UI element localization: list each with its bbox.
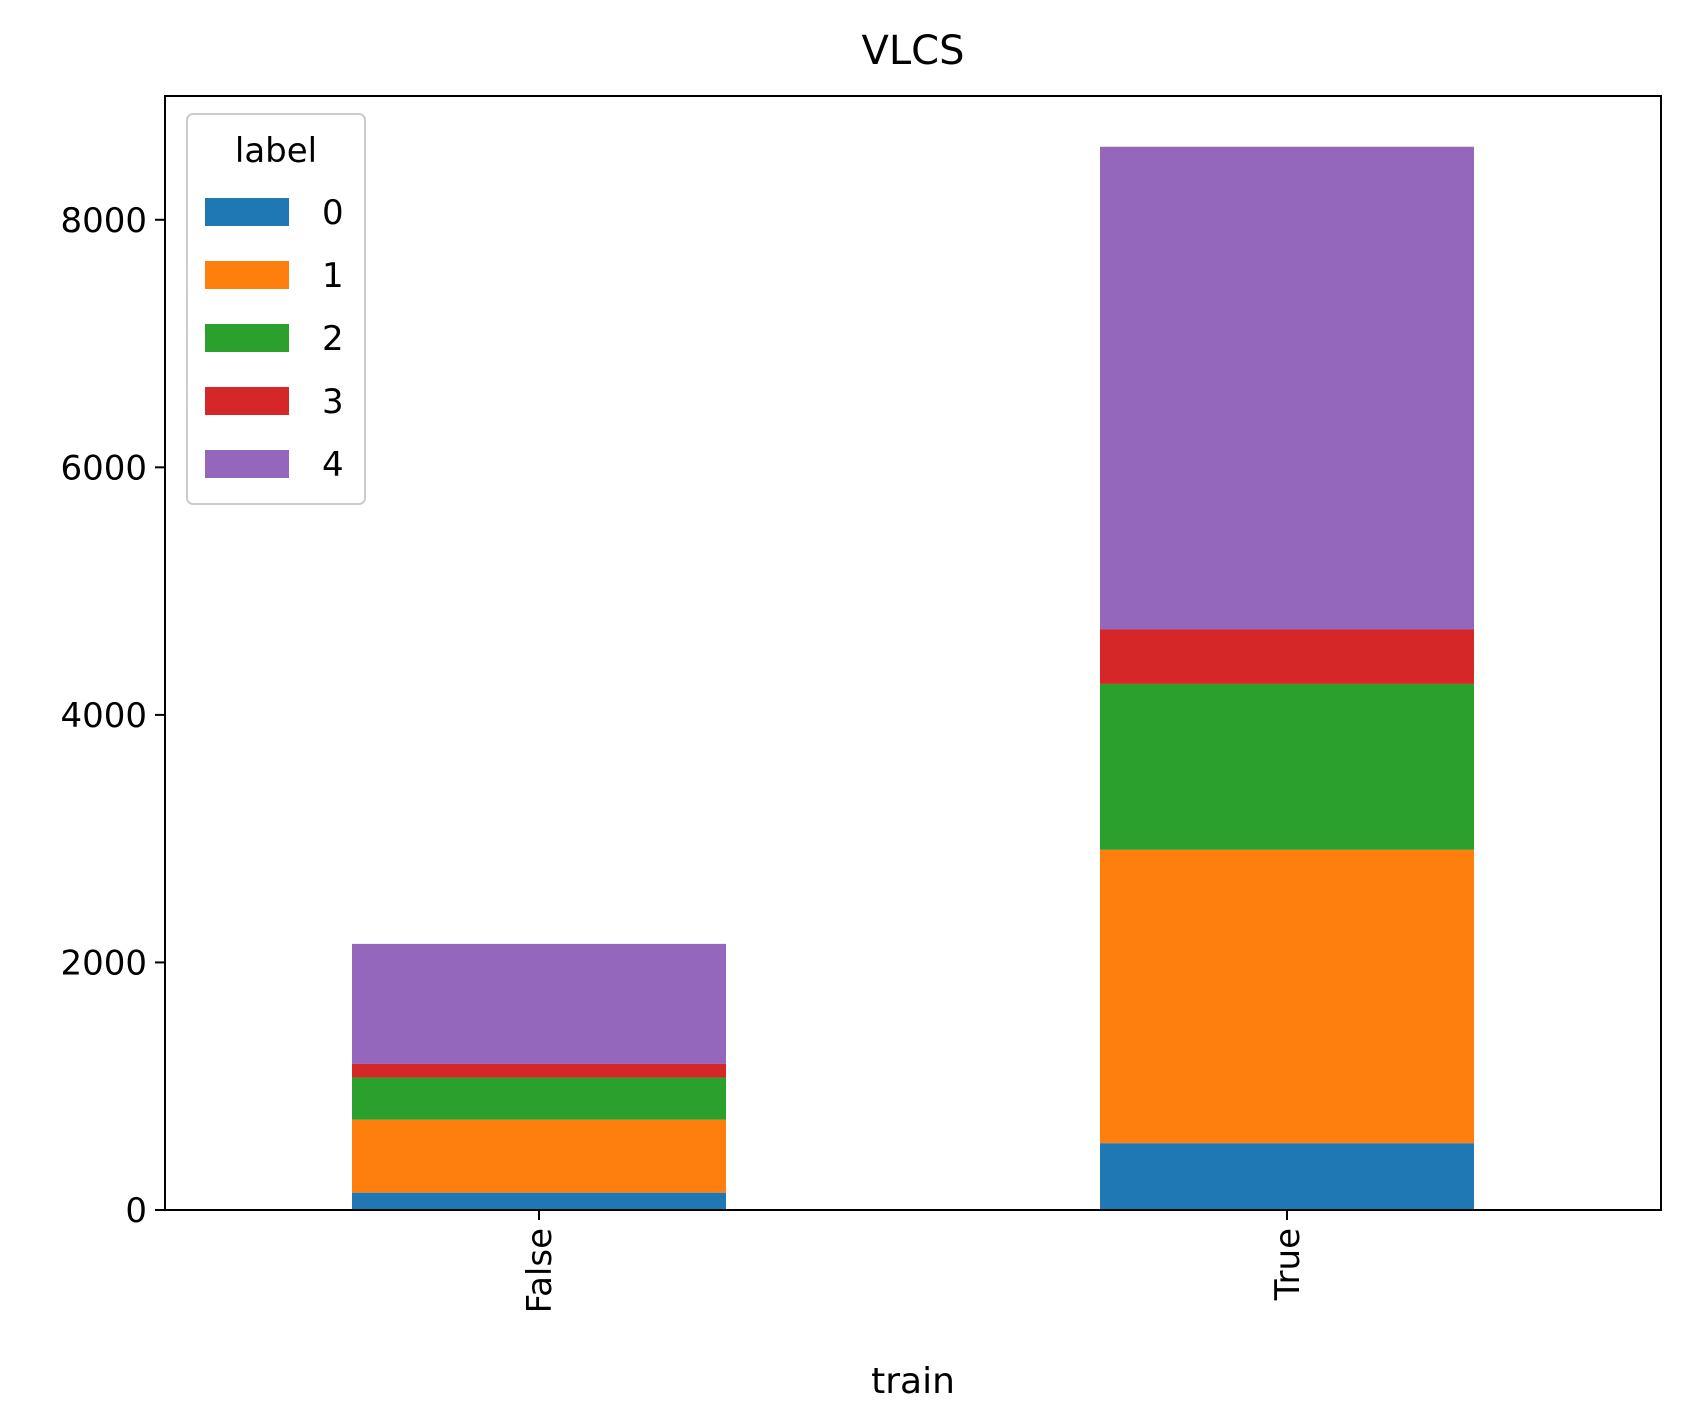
y-tick-label: 6000 [60, 448, 147, 488]
legend-swatch-3 [205, 387, 289, 415]
bar-segment-true-label-2 [1100, 684, 1474, 850]
bar-segment-false-label-0 [352, 1193, 726, 1210]
y-tick-label: 0 [125, 1191, 147, 1231]
legend-swatch-1 [205, 261, 289, 289]
legend-swatch-2 [205, 324, 289, 352]
chart-title: VLCS [862, 28, 965, 74]
x-tick-label-false: False [520, 1228, 560, 1313]
bar-segment-false-label-2 [352, 1078, 726, 1120]
y-tick-label: 4000 [60, 696, 147, 736]
bar-segment-false-label-4 [352, 944, 726, 1064]
bar-segment-true-label-4 [1100, 147, 1474, 630]
legend-swatch-4 [205, 450, 289, 478]
bar-segment-true-label-3 [1100, 629, 1474, 683]
legend: label 0 1 2 3 4 [187, 114, 365, 504]
y-tick-label: 2000 [60, 943, 147, 983]
bar-segment-false-label-1 [352, 1120, 726, 1193]
legend-title: label [235, 131, 317, 171]
legend-label-3: 3 [322, 382, 344, 422]
y-tick-label: 8000 [60, 201, 147, 241]
bar-segment-true-label-1 [1100, 850, 1474, 1143]
legend-swatch-0 [205, 198, 289, 226]
legend-label-0: 0 [322, 193, 344, 233]
x-tick-label-true: True [1268, 1228, 1308, 1301]
legend-label-2: 2 [322, 319, 344, 359]
x-axis-title: train [871, 1361, 955, 1402]
legend-label-4: 4 [322, 445, 344, 485]
bar-segment-true-label-0 [1100, 1143, 1474, 1210]
bar-segment-false-label-3 [352, 1064, 726, 1078]
legend-label-1: 1 [322, 256, 344, 296]
